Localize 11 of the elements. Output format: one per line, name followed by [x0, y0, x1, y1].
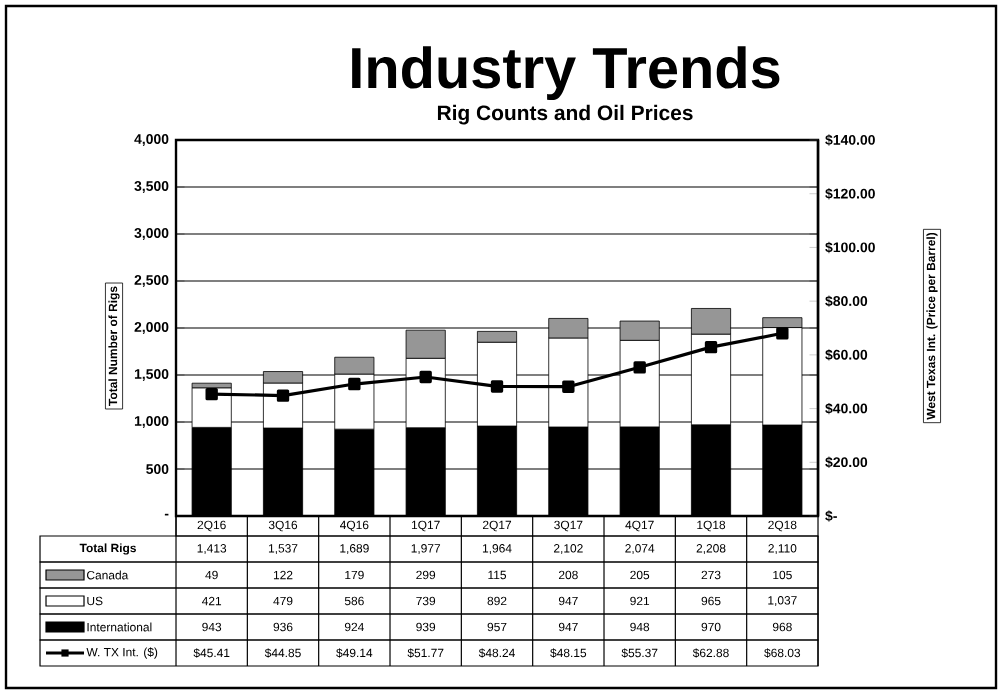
chart-subtitle: Rig Counts and Oil Prices — [437, 104, 693, 125]
point — [205, 387, 218, 401]
point — [490, 380, 504, 393]
chart-title: Industry Trends — [352, 46, 780, 101]
point — [348, 377, 361, 391]
point — [419, 370, 432, 384]
point — [633, 361, 646, 374]
point — [276, 389, 290, 402]
point — [562, 380, 575, 393]
point — [704, 340, 718, 354]
point — [776, 327, 789, 340]
